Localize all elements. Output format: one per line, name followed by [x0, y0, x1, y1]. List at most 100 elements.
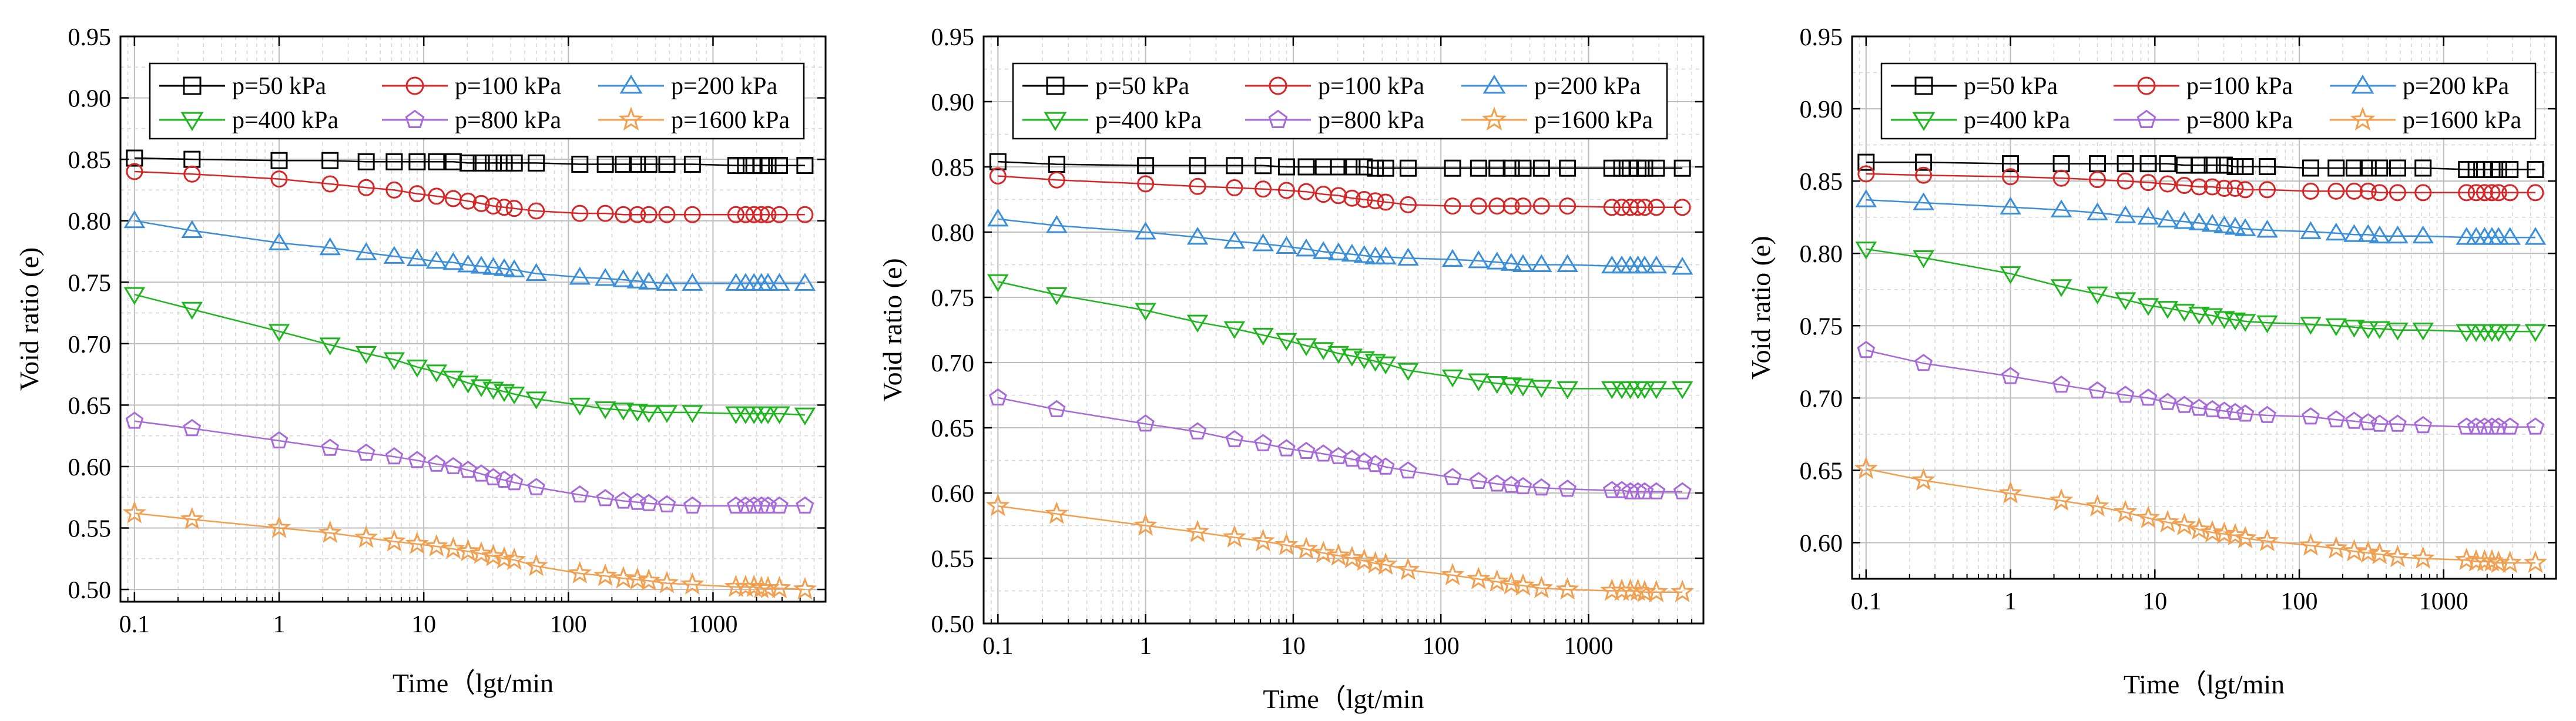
data-point [457, 375, 479, 394]
data-point [2156, 209, 2179, 228]
data-point [181, 301, 203, 320]
x-tick-label: 0.1 [982, 633, 1014, 660]
data-point [427, 454, 446, 472]
data-point [1531, 380, 1552, 398]
data-point [1274, 532, 1299, 555]
x-tick-label: 100 [550, 611, 587, 638]
data-point [1137, 157, 1155, 175]
data-point [2345, 411, 2363, 429]
data-point [757, 273, 779, 291]
data-point [2137, 298, 2159, 316]
data-point [1913, 250, 1934, 269]
series-line [1866, 161, 2535, 170]
data-point [2299, 533, 2323, 556]
data-point [767, 575, 791, 599]
series-p100 [126, 163, 814, 223]
data-point [682, 273, 703, 291]
x-tick-label: 100 [1423, 633, 1460, 660]
data-point [770, 496, 789, 514]
data-point [594, 401, 616, 420]
data-point [1671, 257, 1693, 275]
data-point [2114, 292, 2136, 310]
data-point [757, 406, 779, 424]
data-point [1998, 481, 2022, 504]
data-point [321, 152, 339, 169]
x-tick-label: 10 [411, 611, 436, 638]
data-point [2302, 159, 2319, 177]
data-point [528, 202, 545, 220]
data-point [2458, 160, 2476, 178]
data-point [1186, 314, 1209, 333]
data-point [569, 397, 591, 416]
data-point [615, 206, 632, 223]
data-point [796, 157, 814, 175]
data-point [794, 273, 816, 291]
data-point [1857, 165, 1875, 183]
data-point [457, 254, 479, 273]
series-p800 [125, 411, 814, 514]
y-axis-label: Void ratio (e) [14, 247, 44, 391]
data-point [2489, 417, 2508, 435]
series-p400 [1855, 242, 2547, 342]
series-line [998, 160, 1683, 169]
series-p800 [989, 388, 1692, 499]
data-point [442, 251, 464, 270]
chart-panel-2: 0.50 0.55 0.60 0.65 0.70 0.75 0.80 0.85 0.90 0.95… [877, 24, 1705, 714]
data-point [1673, 482, 1692, 499]
data-point [1488, 197, 1506, 215]
data-point [759, 496, 777, 514]
data-point [385, 153, 403, 170]
data-point [2213, 215, 2235, 233]
data-point [1367, 192, 1384, 210]
data-point [122, 501, 146, 524]
data-point [1441, 369, 1464, 388]
data-point [2087, 202, 2108, 220]
data-point [2387, 323, 2409, 341]
data-point [2371, 159, 2389, 177]
x-tick-label: 1000 [688, 611, 737, 638]
data-point [406, 360, 428, 378]
data-point [357, 179, 375, 196]
data-point [2389, 184, 2406, 202]
data-point [1486, 375, 1508, 394]
data-point [611, 566, 636, 589]
y-tick-label: 0.85 [1800, 169, 1843, 196]
data-point [656, 273, 678, 291]
legend-box [1880, 62, 2537, 140]
data-point [428, 187, 445, 205]
data-point [1914, 354, 1933, 371]
data-point [2371, 184, 2389, 202]
data-point [2527, 184, 2544, 202]
data-point [612, 269, 635, 287]
y-tick-label: 0.90 [931, 89, 975, 116]
data-point [525, 263, 547, 281]
data-point [2226, 179, 2244, 197]
data-point [1047, 400, 1066, 417]
data-point [2483, 417, 2501, 435]
data-point [2215, 156, 2233, 174]
data-point [2327, 159, 2345, 177]
data-point [1555, 577, 1579, 600]
data-point [2236, 404, 2255, 422]
data-point [1254, 434, 1272, 451]
legend-marker [618, 106, 644, 131]
data-point [2476, 184, 2493, 202]
data-point [528, 154, 545, 172]
legend: p=50 kPa p=100 kPa p=200 kPa p=400 kPa p=800… [1012, 62, 1668, 140]
data-point [1255, 180, 1272, 198]
data-point [1297, 183, 1315, 200]
data-point [1855, 189, 1877, 207]
data-point [408, 185, 426, 203]
data-point [771, 206, 789, 223]
data-point [2002, 155, 2020, 173]
data-point [1048, 171, 1065, 189]
data-point [2370, 414, 2389, 432]
data-point [2200, 520, 2225, 543]
data-point [658, 495, 676, 512]
data-point [2324, 536, 2348, 559]
legend-marker [405, 76, 424, 95]
data-point [2188, 307, 2210, 325]
data-point [1443, 468, 1462, 485]
y-tick-label: 0.65 [68, 393, 112, 420]
data-point [2501, 184, 2519, 202]
